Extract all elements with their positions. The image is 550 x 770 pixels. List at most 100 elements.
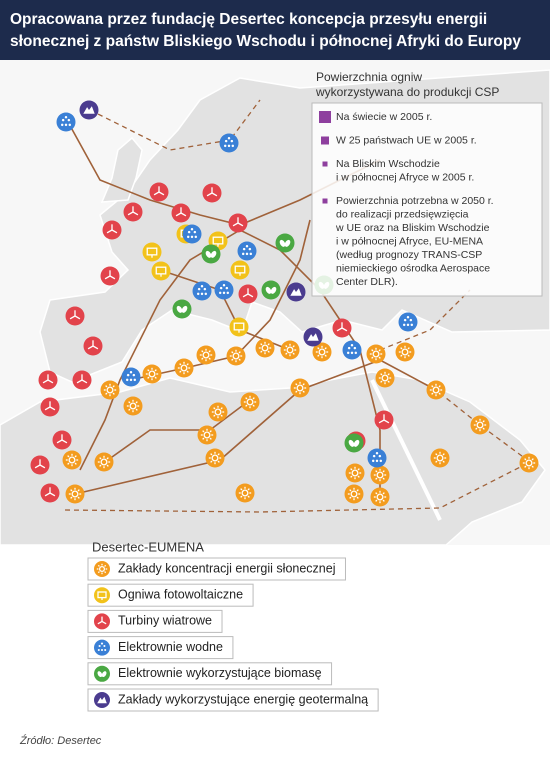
- icon-glyph: [76, 379, 83, 384]
- icon-disc: [395, 342, 415, 362]
- icon-glyph: [387, 380, 390, 383]
- icon-glyph: [205, 250, 212, 258]
- line: [379, 289, 471, 351]
- icon-glyph: [67, 455, 70, 458]
- icon-glyph: [49, 492, 56, 497]
- icon-disc: [94, 561, 110, 577]
- icon-disc: [174, 358, 194, 378]
- icon-glyph: [260, 350, 263, 353]
- legend: Desertec-EUMENA Zakłady koncentracji ene…: [87, 539, 379, 712]
- icon-glyph: [382, 492, 385, 495]
- icon-glyph: [356, 489, 359, 492]
- icon-glyph: [247, 495, 250, 498]
- line: [67, 121, 381, 226]
- icon-glyph: [265, 286, 272, 294]
- icon-disc: [192, 281, 212, 301]
- icon-glyph: [187, 230, 191, 234]
- icon: [374, 410, 394, 430]
- icon-glyph: [153, 191, 160, 196]
- icon-glyph: [375, 470, 378, 473]
- icon-glyph: [129, 378, 133, 382]
- icon-glyph: [202, 351, 210, 359]
- icon-glyph: [375, 459, 379, 463]
- icon-disc: [94, 639, 110, 656]
- icon-glyph: [350, 490, 358, 498]
- csp-label: Na świecie w 2005 r.: [336, 111, 432, 123]
- icon-glyph: [154, 369, 157, 372]
- icon-glyph: [401, 348, 409, 356]
- title-line: słonecznej z państw Bliskiego Wschodu i …: [10, 33, 521, 50]
- icon-disc: [123, 396, 143, 416]
- icon-glyph: [382, 470, 385, 473]
- icon-disc: [65, 484, 85, 504]
- icon-glyph: [197, 287, 201, 291]
- icon: [94, 561, 110, 577]
- icon-disc: [235, 483, 255, 503]
- icon-glyph: [176, 305, 183, 313]
- icon-glyph: [97, 571, 100, 574]
- icon-disc: [366, 344, 386, 364]
- planned-lines: [64, 99, 532, 513]
- icon-glyph: [201, 350, 204, 353]
- icon: [214, 280, 234, 300]
- icon-disc: [290, 378, 310, 398]
- icon: [312, 342, 332, 362]
- icon: [226, 346, 246, 366]
- icon-glyph: [318, 348, 326, 356]
- legend-label: Ogniwa fotowoltaiczne: [118, 587, 243, 601]
- icon-disc: [172, 299, 192, 319]
- icon-glyph: [227, 137, 231, 140]
- icon-glyph: [227, 144, 231, 148]
- icon-glyph: [179, 370, 182, 373]
- icon-glyph: [211, 192, 218, 197]
- icon-glyph: [284, 239, 291, 247]
- icon-glyph: [475, 427, 478, 430]
- icon-glyph: [357, 475, 360, 478]
- icon-glyph: [44, 406, 51, 411]
- icon-disc: [470, 415, 490, 435]
- icons: [30, 100, 539, 507]
- icon-glyph: [372, 350, 380, 358]
- icon-glyph: [400, 354, 403, 357]
- icon-glyph: [341, 327, 348, 332]
- icon: [344, 484, 364, 504]
- icon-glyph: [211, 454, 219, 462]
- icon-glyph: [61, 118, 65, 122]
- icon: [366, 344, 386, 364]
- icon-disc: [240, 392, 260, 412]
- icon-glyph: [125, 378, 129, 382]
- icon-glyph: [357, 468, 360, 471]
- icon-glyph: [200, 285, 204, 288]
- icon-glyph: [106, 229, 113, 234]
- icon-glyph: [129, 402, 137, 410]
- icon-glyph: [336, 327, 343, 332]
- icon-glyph: [245, 404, 248, 407]
- icon: [205, 448, 225, 468]
- icon: [303, 327, 323, 347]
- icon-glyph: [407, 347, 410, 350]
- icon: [182, 224, 202, 244]
- icon: [202, 183, 222, 203]
- icon: [65, 306, 85, 326]
- icon-glyph: [101, 671, 107, 678]
- icon-glyph: [442, 460, 445, 463]
- icon-disc: [226, 346, 246, 366]
- icon-glyph: [375, 492, 378, 495]
- icon-glyph: [200, 292, 204, 296]
- icon-glyph: [104, 571, 107, 574]
- icon-glyph: [410, 323, 414, 327]
- icon-glyph: [208, 350, 211, 353]
- icon-glyph: [104, 275, 111, 280]
- icon-glyph: [47, 379, 54, 384]
- icon-glyph: [354, 351, 358, 355]
- legend-box: [87, 609, 223, 633]
- icon-glyph: [100, 458, 108, 466]
- icon-glyph: [482, 420, 485, 423]
- csp-title: wykorzystywana do produkcji CSP: [315, 85, 499, 99]
- icon-glyph: [351, 469, 359, 477]
- icon-disc: [345, 463, 365, 483]
- icon-glyph: [105, 392, 108, 395]
- icon: [237, 241, 257, 261]
- icon-glyph: [482, 427, 485, 430]
- icon-disc: [255, 338, 275, 358]
